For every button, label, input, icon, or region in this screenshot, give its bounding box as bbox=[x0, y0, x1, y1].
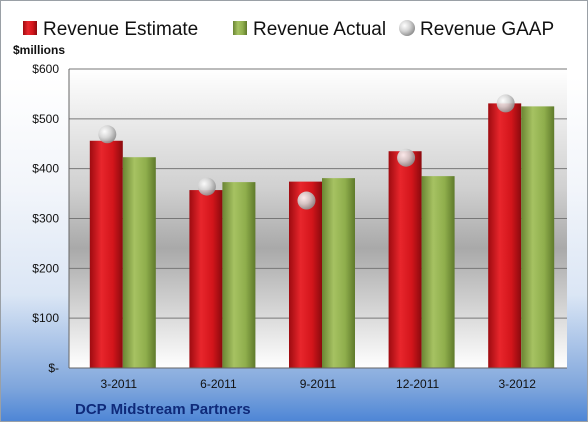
y-tick-label: $200 bbox=[32, 261, 59, 275]
y-tick-label: $- bbox=[48, 361, 59, 375]
marker-revenue-gaap bbox=[496, 94, 515, 113]
marker-revenue-gaap bbox=[297, 191, 316, 210]
y-axis: $- $100 $200 $300 $400 $500 $600 bbox=[32, 62, 70, 375]
x-tick-label: 9-2011 bbox=[300, 377, 337, 391]
legend-label-revenue-actual: Revenue Actual bbox=[253, 19, 386, 40]
marker-revenue-gaap bbox=[397, 148, 416, 167]
bar-revenue-actual bbox=[322, 178, 355, 368]
legend-marker-revenue-gaap bbox=[399, 20, 415, 36]
bar-revenue-estimate bbox=[189, 190, 223, 368]
gaap-markers bbox=[98, 94, 515, 210]
legend-label-revenue-gaap: Revenue GAAP bbox=[420, 19, 554, 40]
bar-revenue-estimate bbox=[388, 151, 422, 368]
legend-label-revenue-estimate: Revenue Estimate bbox=[43, 19, 198, 40]
unit-label: $millions bbox=[13, 43, 65, 57]
x-tick-label: 3-2011 bbox=[101, 377, 138, 391]
legend-swatch-revenue-actual bbox=[233, 21, 247, 35]
x-tick-label: 3-2012 bbox=[499, 377, 537, 391]
x-tick-label: 12-2011 bbox=[396, 377, 439, 391]
y-tick-label: $500 bbox=[32, 112, 59, 126]
x-axis: 3-2011 6-2011 9-2011 12-2011 3-2012 bbox=[69, 367, 567, 391]
x-tick-label: 6-2011 bbox=[200, 377, 237, 391]
y-tick-label: $400 bbox=[32, 162, 59, 176]
bar-revenue-estimate bbox=[89, 140, 123, 368]
marker-revenue-gaap bbox=[98, 125, 117, 144]
bars bbox=[89, 103, 555, 368]
y-tick-label: $100 bbox=[32, 311, 59, 325]
bar-revenue-actual bbox=[222, 182, 256, 368]
bar-revenue-actual bbox=[122, 157, 156, 368]
company-name: DCP Midstream Partners bbox=[75, 401, 251, 418]
y-tick-label: $600 bbox=[32, 62, 59, 76]
bar-revenue-estimate bbox=[488, 103, 522, 368]
marker-revenue-gaap bbox=[197, 177, 216, 196]
bar-revenue-actual bbox=[521, 106, 555, 368]
bar-revenue-actual bbox=[421, 176, 455, 368]
bar-revenue-estimate bbox=[289, 181, 322, 368]
legend: Revenue Estimate Revenue Actual Revenue … bbox=[23, 19, 554, 40]
y-tick-label: $300 bbox=[32, 212, 59, 226]
legend-swatch-revenue-estimate bbox=[23, 21, 37, 35]
